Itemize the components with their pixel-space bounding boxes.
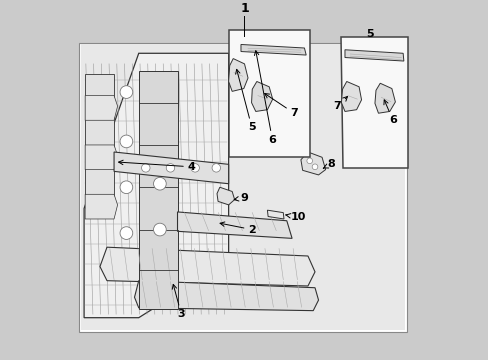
Polygon shape — [300, 152, 325, 175]
Polygon shape — [85, 145, 117, 170]
Polygon shape — [267, 210, 284, 219]
Polygon shape — [217, 187, 234, 205]
Polygon shape — [341, 37, 407, 168]
Bar — [81, 45, 404, 330]
Bar — [228, 30, 309, 157]
Bar — [79, 43, 406, 332]
Text: 6: 6 — [254, 51, 276, 145]
Circle shape — [120, 135, 132, 148]
Circle shape — [212, 164, 220, 172]
Text: 1: 1 — [240, 1, 248, 14]
Polygon shape — [341, 81, 361, 112]
Polygon shape — [177, 212, 291, 238]
Circle shape — [120, 227, 132, 239]
Polygon shape — [241, 45, 305, 55]
Circle shape — [311, 164, 317, 170]
Polygon shape — [85, 96, 117, 120]
Text: 4: 4 — [119, 160, 195, 172]
Polygon shape — [139, 71, 177, 309]
Text: 5: 5 — [235, 69, 255, 132]
Polygon shape — [228, 59, 247, 91]
Polygon shape — [374, 83, 395, 113]
Text: 7: 7 — [333, 96, 347, 111]
Circle shape — [141, 164, 150, 172]
Text: 8: 8 — [323, 159, 334, 169]
Circle shape — [306, 158, 312, 164]
Text: 10: 10 — [285, 212, 305, 222]
Polygon shape — [344, 50, 403, 61]
Circle shape — [166, 164, 174, 172]
Polygon shape — [134, 281, 318, 311]
Polygon shape — [251, 81, 272, 112]
Text: 5: 5 — [365, 29, 373, 39]
Text: 7: 7 — [264, 94, 298, 118]
Polygon shape — [84, 53, 228, 318]
Polygon shape — [100, 247, 314, 286]
Circle shape — [190, 164, 199, 172]
Text: 3: 3 — [172, 284, 185, 319]
Polygon shape — [85, 75, 114, 208]
Circle shape — [153, 177, 166, 190]
Text: 2: 2 — [220, 222, 255, 235]
Circle shape — [120, 181, 132, 194]
Polygon shape — [114, 152, 228, 184]
Polygon shape — [85, 194, 117, 219]
Circle shape — [120, 86, 132, 98]
Text: 6: 6 — [383, 100, 396, 125]
Circle shape — [153, 223, 166, 236]
Text: 9: 9 — [234, 193, 247, 203]
